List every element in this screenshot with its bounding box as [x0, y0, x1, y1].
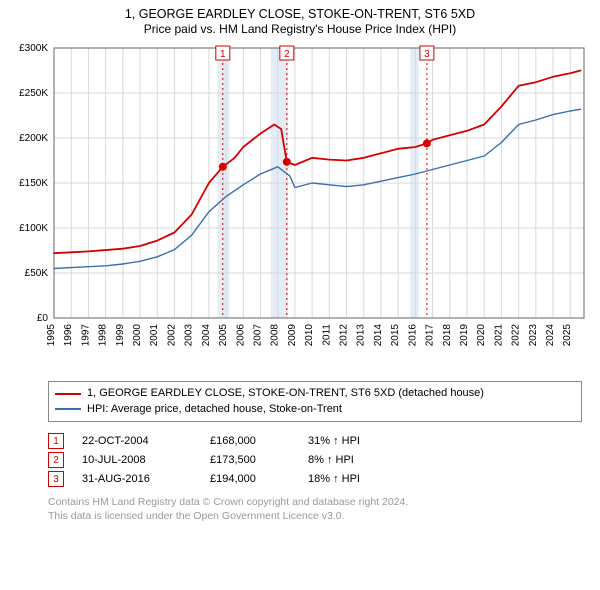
chart-subtitle: Price paid vs. HM Land Registry's House … — [8, 22, 592, 36]
event-row-diff: 18% ↑ HPI — [308, 473, 360, 485]
x-tick-label: 2007 — [252, 324, 263, 347]
x-tick-label: 2004 — [201, 324, 212, 347]
x-tick-label: 2017 — [425, 324, 436, 347]
legend-label: HPI: Average price, detached house, Stok… — [87, 402, 342, 417]
footer-attribution: Contains HM Land Registry data © Crown c… — [48, 496, 582, 523]
event-row-date: 31-AUG-2016 — [82, 473, 192, 485]
x-tick-label: 2002 — [166, 324, 177, 347]
legend-row: 1, GEORGE EARDLEY CLOSE, STOKE-ON-TRENT,… — [55, 386, 575, 401]
event-marker-number: 3 — [424, 49, 430, 60]
x-tick-label: 2018 — [442, 324, 453, 347]
footer-line-2: This data is licensed under the Open Gov… — [48, 510, 582, 524]
x-tick-label: 2022 — [511, 324, 522, 347]
x-tick-label: 2008 — [270, 324, 281, 347]
x-tick-label: 2023 — [528, 324, 539, 347]
x-tick-label: 2016 — [407, 324, 418, 347]
line-chart: £0 £50K £100K £150K £200K £250K £300K 1995 1996 1… — [8, 40, 592, 370]
x-tick-label: 2001 — [149, 324, 160, 347]
x-tick-label: 2015 — [390, 324, 401, 347]
event-row: 3 31-AUG-2016 £194,000 18% ↑ HPI — [48, 471, 582, 487]
event-row-diff: 31% ↑ HPI — [308, 435, 360, 447]
event-marker-number: 1 — [220, 49, 226, 60]
x-tick-label: 2006 — [235, 324, 246, 347]
legend-swatch — [55, 408, 81, 410]
x-tick-label: 2005 — [218, 324, 229, 347]
x-tick-label: 2010 — [304, 324, 315, 347]
event-row-marker: 2 — [48, 452, 64, 468]
event-list: 1 22-OCT-2004 £168,000 31% ↑ HPI 2 10-JUL-200… — [48, 430, 582, 490]
event-marker-number: 2 — [284, 49, 290, 60]
x-tick-label: 2009 — [287, 324, 298, 347]
event-row-price: £194,000 — [210, 473, 290, 485]
y-tick-label: £300K — [19, 43, 48, 54]
y-tick-label: £0 — [37, 313, 49, 324]
y-tick-label: £250K — [19, 88, 48, 99]
x-tick-label: 2024 — [545, 324, 556, 347]
x-tick-label: 1996 — [63, 324, 74, 347]
event-row-date: 22-OCT-2004 — [82, 435, 192, 447]
legend-swatch — [55, 393, 81, 395]
event-row-price: £173,500 — [210, 454, 290, 466]
event-row: 2 10-JUL-2008 £173,500 8% ↑ HPI — [48, 452, 582, 468]
event-row: 1 22-OCT-2004 £168,000 31% ↑ HPI — [48, 433, 582, 449]
x-tick-label: 2019 — [459, 324, 470, 347]
legend-label: 1, GEORGE EARDLEY CLOSE, STOKE-ON-TRENT,… — [87, 386, 484, 401]
y-tick-label: £50K — [25, 268, 49, 279]
x-tick-label: 2003 — [184, 324, 195, 347]
legend-row: HPI: Average price, detached house, Stok… — [55, 402, 575, 417]
x-tick-label: 2000 — [132, 324, 143, 347]
event-row-marker: 3 — [48, 471, 64, 487]
chart-title: 1, GEORGE EARDLEY CLOSE, STOKE-ON-TRENT,… — [8, 6, 592, 22]
x-tick-label: 1999 — [115, 324, 126, 347]
x-tick-label: 2013 — [356, 324, 367, 347]
y-tick-label: £200K — [19, 133, 48, 144]
footer-line-1: Contains HM Land Registry data © Crown c… — [48, 496, 582, 510]
y-tick-label: £100K — [19, 223, 48, 234]
event-row-date: 10-JUL-2008 — [82, 454, 192, 466]
event-row-marker: 1 — [48, 433, 64, 449]
chart-area: £0 £50K £100K £150K £200K £250K £300K 1995 1996 1… — [8, 40, 592, 375]
x-tick-label: 1995 — [46, 324, 57, 347]
x-tick-label: 2012 — [339, 324, 350, 347]
x-tick-label: 2025 — [562, 324, 573, 347]
legend: 1, GEORGE EARDLEY CLOSE, STOKE-ON-TRENT,… — [48, 381, 582, 422]
x-tick-label: 1997 — [80, 324, 91, 347]
x-tick-label: 1998 — [98, 324, 109, 347]
event-row-diff: 8% ↑ HPI — [308, 454, 354, 466]
y-tick-label: £150K — [19, 178, 48, 189]
x-tick-label: 2021 — [493, 324, 504, 347]
event-row-price: £168,000 — [210, 435, 290, 447]
x-tick-label: 2011 — [321, 324, 332, 346]
x-tick-label: 2020 — [476, 324, 487, 347]
x-tick-label: 2014 — [373, 324, 384, 347]
